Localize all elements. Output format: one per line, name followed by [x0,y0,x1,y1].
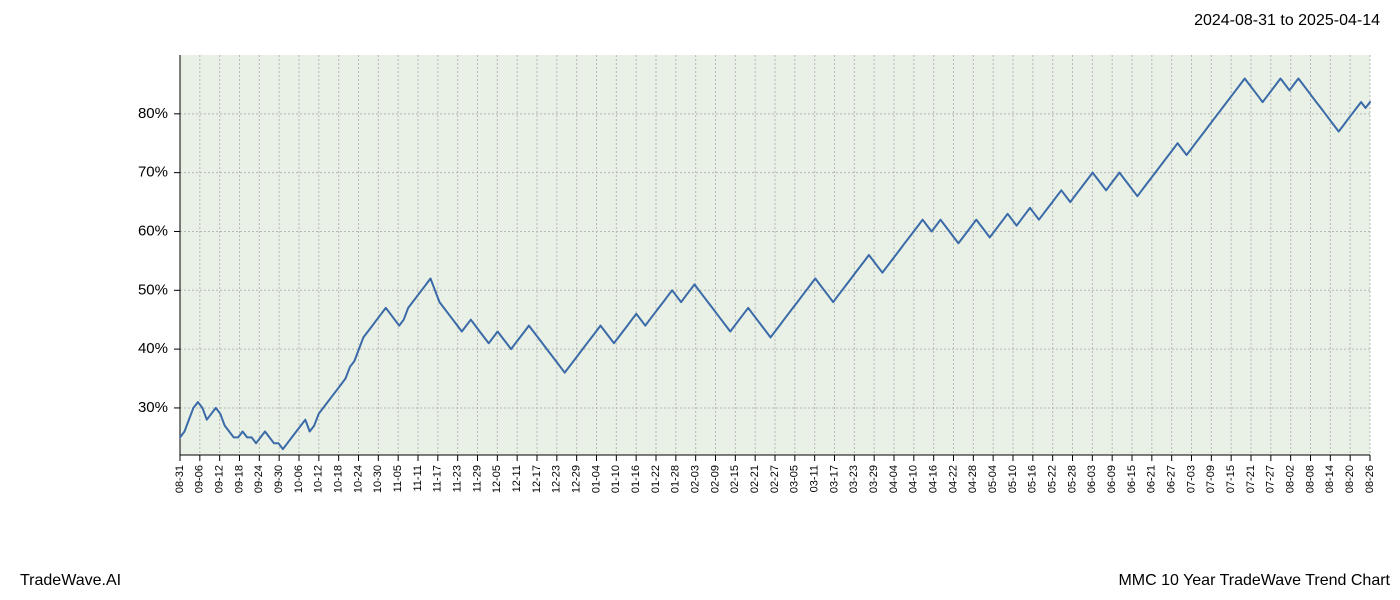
svg-text:09-30: 09-30 [273,465,285,493]
svg-text:07-03: 07-03 [1185,465,1197,493]
svg-text:06-27: 06-27 [1166,465,1178,493]
svg-text:01-16: 01-16 [630,465,642,493]
svg-text:10-12: 10-12 [313,465,325,493]
svg-text:01-10: 01-10 [610,465,622,493]
svg-text:03-11: 03-11 [809,465,821,492]
svg-text:03-23: 03-23 [848,465,860,493]
svg-text:06-15: 06-15 [1126,465,1138,493]
svg-text:02-21: 02-21 [749,465,761,493]
trend-chart: 30%40%50%60%70%80%08-3109-0609-1209-1809… [100,45,1380,475]
svg-text:11-17: 11-17 [432,465,444,492]
svg-text:01-04: 01-04 [590,465,602,493]
svg-text:04-28: 04-28 [967,465,979,493]
svg-text:40%: 40% [138,340,168,357]
svg-text:05-04: 05-04 [987,465,999,493]
svg-text:06-09: 06-09 [1106,465,1118,493]
svg-text:11-11: 11-11 [412,465,424,492]
svg-text:06-03: 06-03 [1086,465,1098,493]
svg-text:04-10: 04-10 [908,465,920,493]
svg-text:07-21: 07-21 [1245,465,1257,493]
svg-text:03-29: 03-29 [868,465,880,493]
svg-text:12-23: 12-23 [551,465,563,493]
svg-text:30%: 30% [138,399,168,416]
date-range-label: 2024-08-31 to 2025-04-14 [1194,12,1380,30]
svg-text:06-21: 06-21 [1146,465,1158,493]
svg-text:09-24: 09-24 [253,465,265,493]
svg-text:02-15: 02-15 [729,465,741,493]
svg-text:07-27: 07-27 [1265,465,1277,493]
svg-text:02-03: 02-03 [690,465,702,493]
svg-text:03-17: 03-17 [828,465,840,493]
svg-text:50%: 50% [138,281,168,298]
svg-text:08-02: 08-02 [1285,465,1297,493]
svg-text:10-06: 10-06 [293,465,305,493]
svg-text:05-10: 05-10 [1007,465,1019,493]
svg-text:08-20: 08-20 [1344,465,1356,493]
svg-text:09-12: 09-12 [214,465,226,493]
svg-text:01-22: 01-22 [650,465,662,493]
svg-text:08-14: 08-14 [1324,465,1336,493]
svg-text:08-26: 08-26 [1364,465,1376,493]
svg-text:80%: 80% [138,105,168,122]
svg-text:05-22: 05-22 [1047,465,1059,493]
svg-text:11-29: 11-29 [471,465,483,492]
svg-text:03-05: 03-05 [789,465,801,493]
svg-text:08-08: 08-08 [1304,465,1316,493]
svg-text:10-24: 10-24 [352,465,364,493]
svg-text:60%: 60% [138,222,168,239]
svg-text:11-23: 11-23 [452,465,464,492]
svg-text:05-16: 05-16 [1027,465,1039,493]
svg-text:07-15: 07-15 [1225,465,1237,493]
svg-text:08-31: 08-31 [174,465,186,493]
svg-text:07-09: 07-09 [1205,465,1217,493]
svg-text:04-22: 04-22 [947,465,959,493]
svg-text:02-27: 02-27 [769,465,781,493]
svg-text:09-06: 09-06 [194,465,206,493]
svg-text:09-18: 09-18 [233,465,245,493]
svg-text:12-11: 12-11 [511,465,523,492]
svg-text:12-29: 12-29 [571,465,583,493]
svg-text:04-16: 04-16 [928,465,940,493]
svg-text:01-28: 01-28 [670,465,682,493]
svg-text:05-28: 05-28 [1066,465,1078,493]
svg-text:11-05: 11-05 [392,465,404,492]
svg-text:12-17: 12-17 [531,465,543,493]
svg-text:02-09: 02-09 [709,465,721,493]
svg-text:70%: 70% [138,164,168,181]
svg-text:10-30: 10-30 [372,465,384,493]
svg-text:12-05: 12-05 [491,465,503,493]
brand-label: TradeWave.AI [20,572,121,590]
svg-text:10-18: 10-18 [333,465,345,493]
chart-title: MMC 10 Year TradeWave Trend Chart [1118,572,1390,590]
svg-text:04-04: 04-04 [888,465,900,493]
